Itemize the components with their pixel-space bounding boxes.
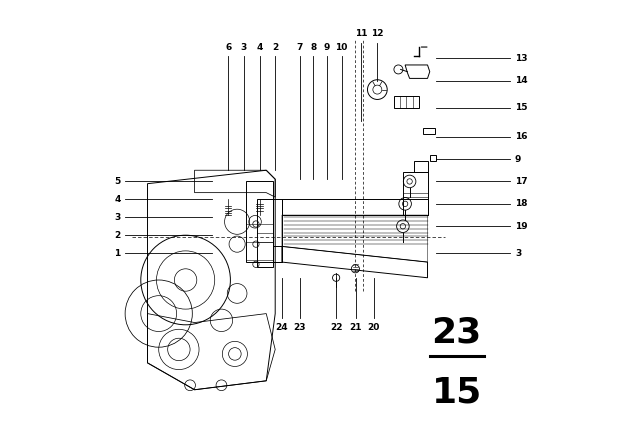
Text: 23: 23 bbox=[294, 323, 306, 332]
Text: 23: 23 bbox=[431, 315, 482, 349]
Text: 7: 7 bbox=[297, 43, 303, 52]
Text: 17: 17 bbox=[515, 177, 527, 186]
Text: 22: 22 bbox=[330, 323, 342, 332]
Text: 19: 19 bbox=[515, 222, 527, 231]
Text: 15: 15 bbox=[431, 376, 482, 410]
Text: 8: 8 bbox=[310, 43, 316, 52]
Text: 3: 3 bbox=[515, 249, 521, 258]
Text: 3: 3 bbox=[115, 213, 121, 222]
Text: 10: 10 bbox=[335, 43, 348, 52]
Text: 5: 5 bbox=[115, 177, 121, 186]
Text: 18: 18 bbox=[515, 199, 527, 208]
Text: 12: 12 bbox=[371, 29, 383, 38]
Text: 1: 1 bbox=[115, 249, 121, 258]
Text: 3: 3 bbox=[241, 43, 247, 52]
Text: 13: 13 bbox=[515, 54, 527, 63]
Text: 9: 9 bbox=[324, 43, 330, 52]
Text: 2: 2 bbox=[272, 43, 278, 52]
Text: 20: 20 bbox=[367, 323, 380, 332]
Text: 4: 4 bbox=[257, 43, 262, 52]
Text: 6: 6 bbox=[225, 43, 231, 52]
Text: 4: 4 bbox=[115, 195, 121, 204]
Text: 24: 24 bbox=[276, 323, 288, 332]
Text: 14: 14 bbox=[515, 76, 527, 85]
Text: 21: 21 bbox=[349, 323, 362, 332]
Text: 2: 2 bbox=[115, 231, 121, 240]
Text: 15: 15 bbox=[515, 103, 527, 112]
Text: 11: 11 bbox=[355, 29, 367, 38]
Text: 9: 9 bbox=[515, 155, 521, 164]
Text: 16: 16 bbox=[515, 132, 527, 141]
